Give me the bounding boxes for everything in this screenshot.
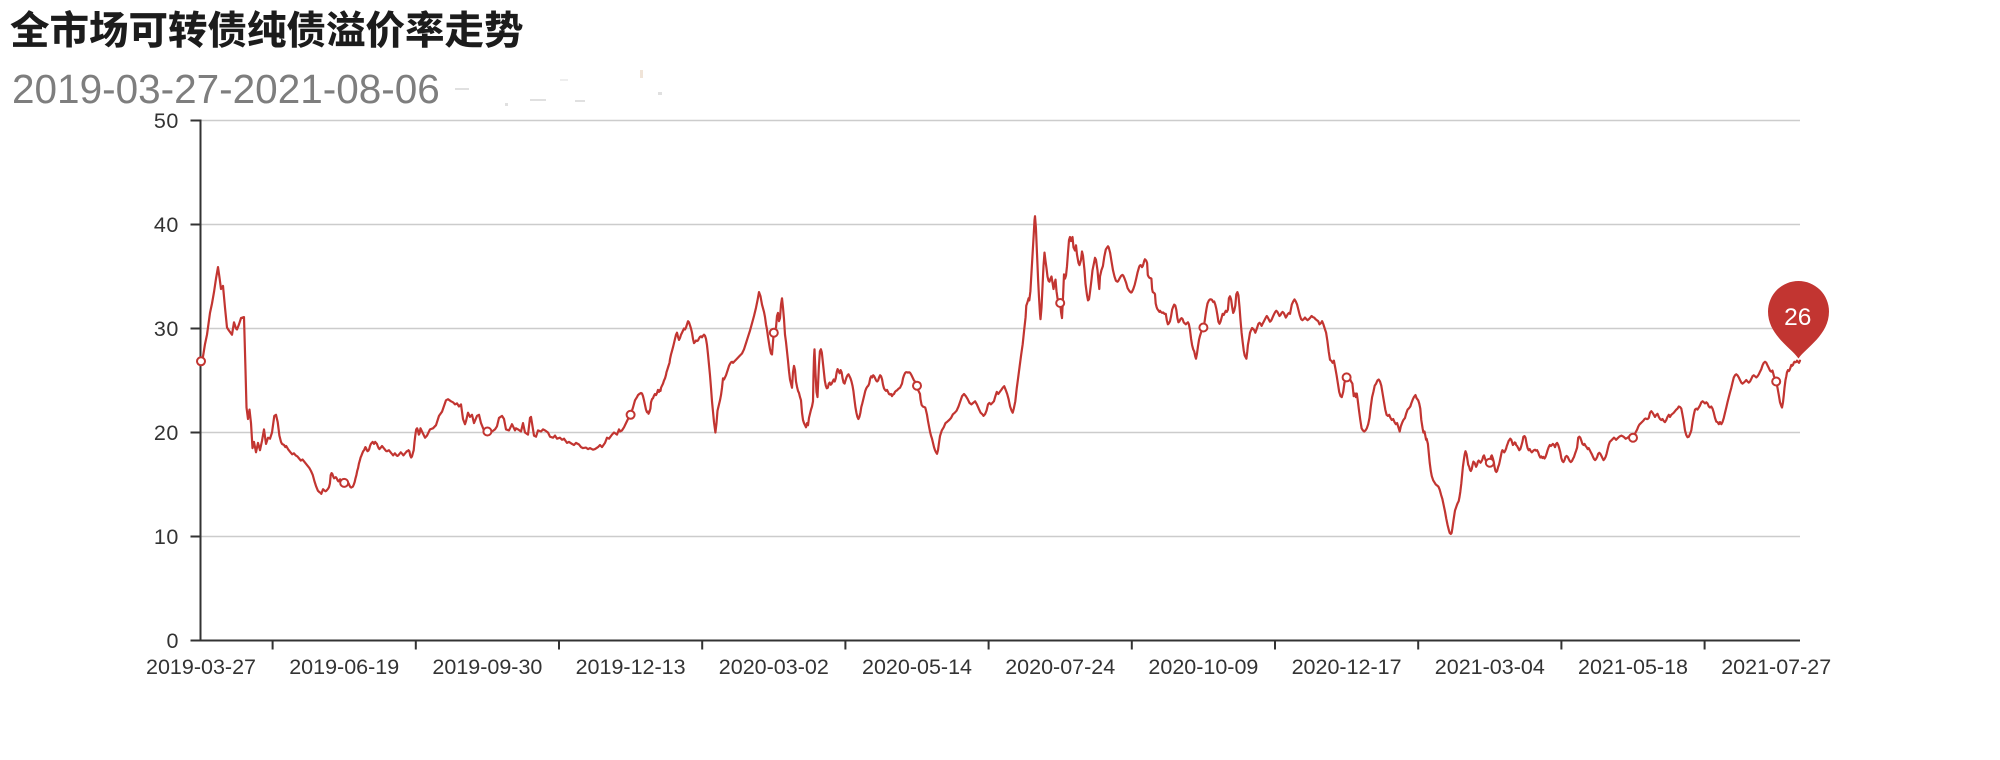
svg-text:26: 26 — [1784, 304, 1811, 331]
svg-text:2019-12-13: 2019-12-13 — [576, 655, 686, 679]
svg-text:2021-05-18: 2021-05-18 — [1578, 655, 1688, 679]
svg-text:2020-10-09: 2020-10-09 — [1148, 655, 1258, 679]
svg-text:2019-06-19: 2019-06-19 — [289, 655, 399, 679]
svg-text:0: 0 — [166, 629, 179, 653]
svg-text:2020-05-14: 2020-05-14 — [862, 655, 972, 679]
svg-text:2019-03-27-2021-08-06: 2019-03-27-2021-08-06 — [12, 66, 440, 112]
svg-text:20: 20 — [154, 421, 179, 445]
svg-text:2021-03-04: 2021-03-04 — [1435, 655, 1545, 679]
svg-text:50: 50 — [154, 109, 179, 133]
svg-text:30: 30 — [154, 317, 179, 341]
svg-text:2021-07-27: 2021-07-27 — [1721, 655, 1831, 679]
svg-text:2019-03-27: 2019-03-27 — [146, 655, 256, 679]
svg-text:40: 40 — [154, 213, 179, 237]
svg-text:2020-07-24: 2020-07-24 — [1005, 655, 1115, 679]
svg-text:2020-12-17: 2020-12-17 — [1292, 655, 1402, 679]
svg-text:2020-03-02: 2020-03-02 — [719, 655, 829, 679]
svg-text:2019-09-30: 2019-09-30 — [432, 655, 542, 679]
svg-text:10: 10 — [154, 525, 179, 549]
